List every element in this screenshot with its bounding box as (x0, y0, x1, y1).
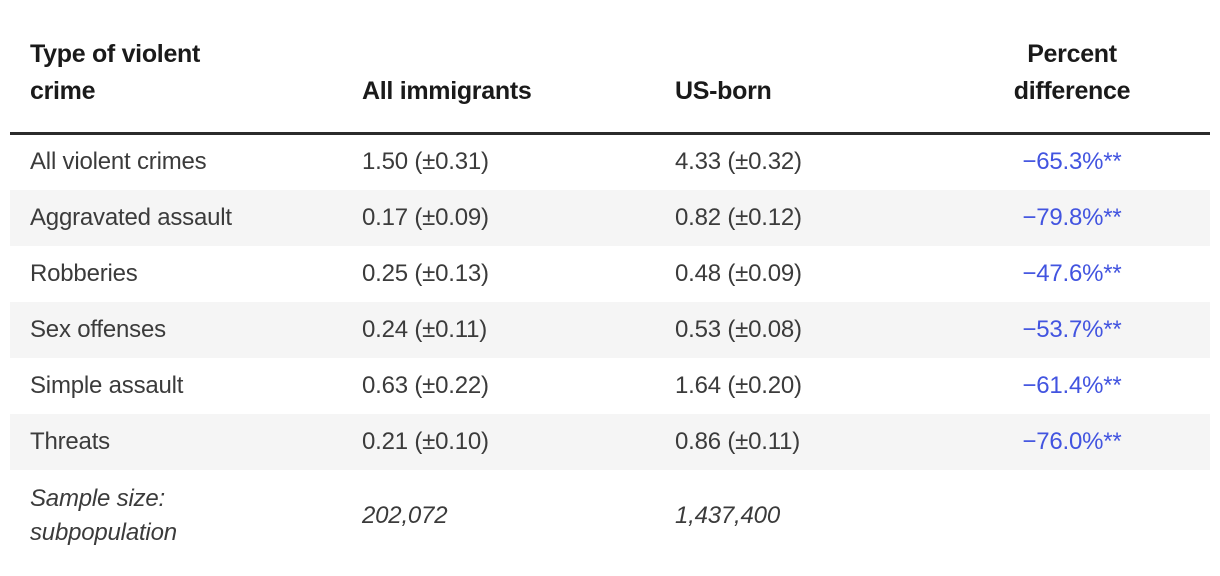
crime-table-container: Type of violent crime All immigrants US-… (10, 0, 1210, 564)
sample-size-percent-empty (940, 470, 1210, 564)
percent-diff-cell: −65.3%** (1022, 148, 1122, 176)
table-row-sex-offenses: Sex offenses 0.24 (±0.11) 0.53 (±0.08) −… (10, 301, 1210, 358)
percent-diff-cell: −47.6%** (1022, 259, 1122, 287)
table-row-all-violent-crimes: All violent crimes 1.50 (±0.31) 4.33 (±0… (10, 134, 1210, 190)
table-body: All violent crimes 1.50 (±0.31) 4.33 (±0… (10, 134, 1210, 564)
immigrants-value-cell: 0.24 (±0.11) (362, 315, 488, 343)
sample-size-immigrants: 202,072 (362, 501, 448, 529)
immigrants-value-cell: 0.25 (±0.13) (362, 259, 489, 287)
header-us-born: US-born (675, 77, 772, 105)
percent-diff-cell: −61.4%** (1022, 371, 1122, 399)
table-row-robberies: Robberies 0.25 (±0.13) 0.48 (±0.09) −47.… (10, 246, 1210, 302)
header-percent-difference: Percent difference (1013, 40, 1131, 105)
crime-type-cell: Simple assault (30, 371, 184, 399)
usborn-value-cell: 0.48 (±0.09) (675, 259, 802, 287)
table-row-simple-assault: Simple assault 0.63 (±0.22) 1.64 (±0.20)… (10, 358, 1210, 414)
table-header: Type of violent crime All immigrants US-… (10, 0, 1210, 134)
crime-type-cell: Sex offenses (30, 315, 166, 343)
usborn-value-cell: 4.33 (±0.32) (675, 148, 802, 176)
usborn-value-cell: 0.53 (±0.08) (675, 315, 802, 343)
crime-type-cell: All violent crimes (30, 148, 207, 176)
percent-diff-cell: −76.0%** (1022, 427, 1122, 455)
usborn-value-cell: 1.64 (±0.20) (675, 371, 802, 399)
crime-type-cell: Robberies (30, 259, 138, 287)
immigrants-value-cell: 1.50 (±0.31) (362, 148, 489, 176)
percent-diff-cell: −53.7%** (1022, 315, 1122, 343)
violent-crime-comparison-table: Type of violent crime All immigrants US-… (10, 0, 1210, 564)
sample-size-usborn: 1,437,400 (675, 501, 780, 529)
crime-type-cell: Threats (30, 427, 110, 455)
percent-diff-cell: −79.8%** (1022, 203, 1122, 231)
usborn-value-cell: 0.86 (±0.11) (675, 427, 801, 455)
table-row-threats: Threats 0.21 (±0.10) 0.86 (±0.11) −76.0%… (10, 413, 1210, 470)
header-crime-type: Type of violent crime (30, 40, 201, 105)
immigrants-value-cell: 0.63 (±0.22) (362, 371, 489, 399)
table-row-aggravated-assault: Aggravated assault 0.17 (±0.09) 0.82 (±0… (10, 189, 1210, 246)
sample-size-label: Sample size: subpopulation (30, 484, 177, 546)
immigrants-value-cell: 0.21 (±0.10) (362, 427, 489, 455)
header-all-immigrants: All immigrants (362, 77, 532, 105)
usborn-value-cell: 0.82 (±0.12) (675, 203, 802, 231)
crime-type-cell: Aggravated assault (30, 203, 232, 231)
immigrants-value-cell: 0.17 (±0.09) (362, 203, 489, 231)
header-row: Type of violent crime All immigrants US-… (10, 0, 1210, 134)
table-row-sample-size: Sample size: subpopulation 202,072 1,437… (10, 469, 1210, 564)
